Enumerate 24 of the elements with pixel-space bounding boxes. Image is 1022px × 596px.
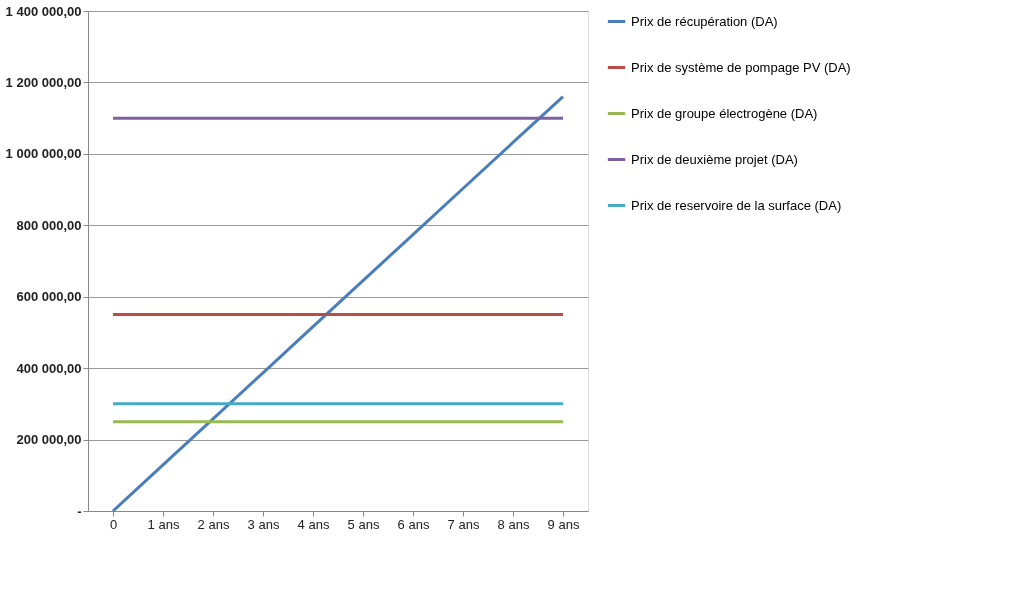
y-tick-label: 800 000,00 (16, 217, 82, 233)
x-tick-label: 7 ans (447, 516, 480, 532)
x-tick-label: 2 ans (197, 516, 230, 532)
legend-label: Prix de deuxième projet (DA) (631, 151, 798, 167)
y-tick-label: 1 400 000,00 (5, 3, 82, 19)
x-tick-label: 5 ans (347, 516, 380, 532)
x-tick-label: 9 ans (547, 516, 580, 532)
legend-label: Prix de groupe électrogène (DA) (631, 105, 818, 121)
y-tick-label: 1 000 000,00 (5, 146, 82, 162)
line-series (111, 95, 565, 513)
y-tick-label: 200 000,00 (16, 432, 82, 448)
x-tick-label: 1 ans (147, 516, 180, 532)
legend-label: Prix de récupération (DA) (631, 13, 778, 29)
x-tick-label: 0 (109, 516, 118, 532)
x-tick-label: 8 ans (497, 516, 530, 532)
x-tick-label: 4 ans (297, 516, 330, 532)
legend-label: Prix de reservoire de la surface (DA) (631, 197, 842, 213)
y-tick-label: - (77, 503, 82, 519)
x-tick-label: 3 ans (247, 516, 280, 532)
y-tick-label: 1 200 000,00 (5, 74, 82, 90)
x-tick-label: 6 ans (397, 516, 430, 532)
y-tick-label: 400 000,00 (16, 360, 82, 376)
legend-label: Prix de système de pompage PV (DA) (631, 59, 851, 75)
y-tick-label: 600 000,00 (16, 289, 82, 305)
